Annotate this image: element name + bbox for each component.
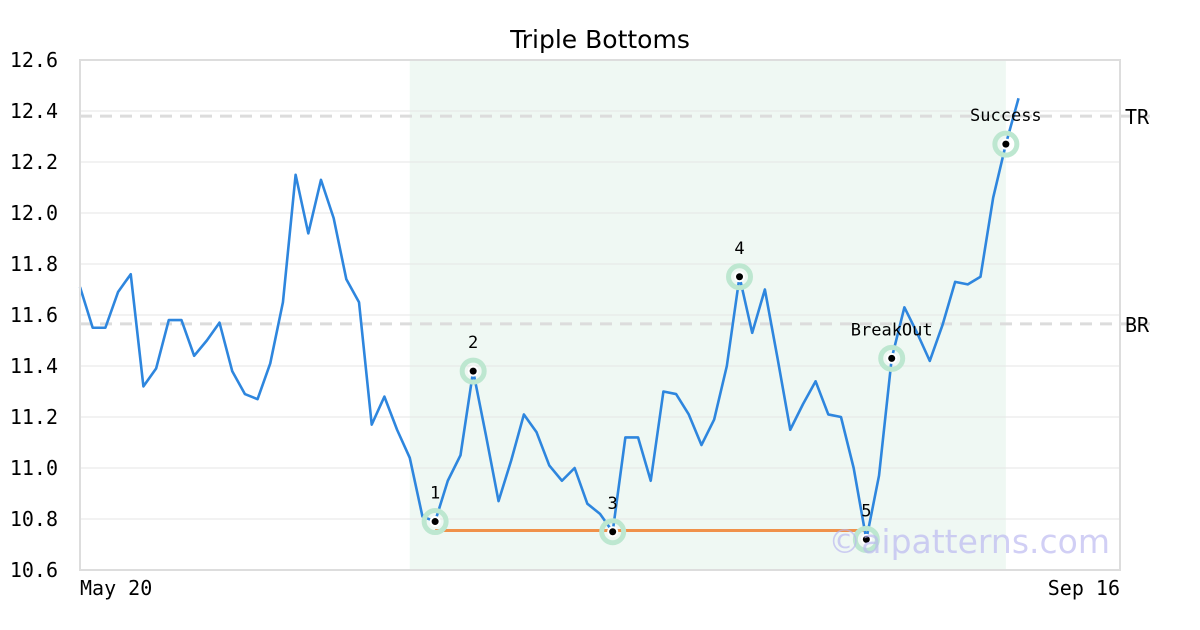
y-tick-label: 11.0	[10, 456, 58, 480]
point-label-breakout: BreakOut	[851, 320, 933, 340]
point-label-success: Success	[970, 106, 1042, 126]
point-label-5: 5	[861, 501, 871, 521]
y-tick-label: 12.2	[10, 150, 58, 174]
y-tick-label: 11.4	[10, 354, 58, 378]
y-tick-label: 12.6	[10, 48, 58, 72]
pattern-point-dot	[431, 518, 439, 526]
pattern-point-dot	[862, 535, 870, 543]
y-tick-label: 10.6	[10, 558, 58, 582]
chart-title: Triple Bottoms	[509, 25, 690, 54]
pattern-point-dot	[469, 367, 477, 375]
point-label-3: 3	[608, 494, 618, 514]
y-tick-label: 11.8	[10, 252, 58, 276]
pattern-point-ring	[459, 357, 487, 385]
x-tick-label: Sep 16	[1048, 576, 1120, 600]
pattern-point-dot	[736, 273, 744, 281]
point-label-4: 4	[734, 239, 744, 259]
pattern-point-ring	[726, 263, 754, 291]
pattern-point-dot	[1002, 140, 1010, 148]
y-tick-label: 12.0	[10, 201, 58, 225]
point-label-2: 2	[468, 333, 478, 353]
pattern-point-ring	[992, 130, 1020, 158]
y-tick-label: 12.4	[10, 99, 58, 123]
pattern-point-ring	[599, 518, 627, 546]
watermark: ©aipatterns.com	[828, 522, 1110, 561]
level-label-tr: TR	[1125, 105, 1150, 129]
pattern-point-ring	[878, 344, 906, 372]
price-series-line	[78, 97, 1020, 541]
x-tick-label: May 20	[80, 576, 152, 600]
plot-frame	[79, 59, 1121, 571]
pattern-point-dot	[609, 528, 617, 536]
y-tick-label: 11.6	[10, 303, 58, 327]
y-tick-label: 10.8	[10, 507, 58, 531]
point-label-1: 1	[430, 484, 440, 504]
y-tick-label: 11.2	[10, 405, 58, 429]
pattern-point-ring	[421, 508, 449, 536]
pattern-point-ring	[852, 525, 880, 553]
level-label-br: BR	[1125, 313, 1150, 337]
pattern-point-dot	[888, 354, 896, 362]
